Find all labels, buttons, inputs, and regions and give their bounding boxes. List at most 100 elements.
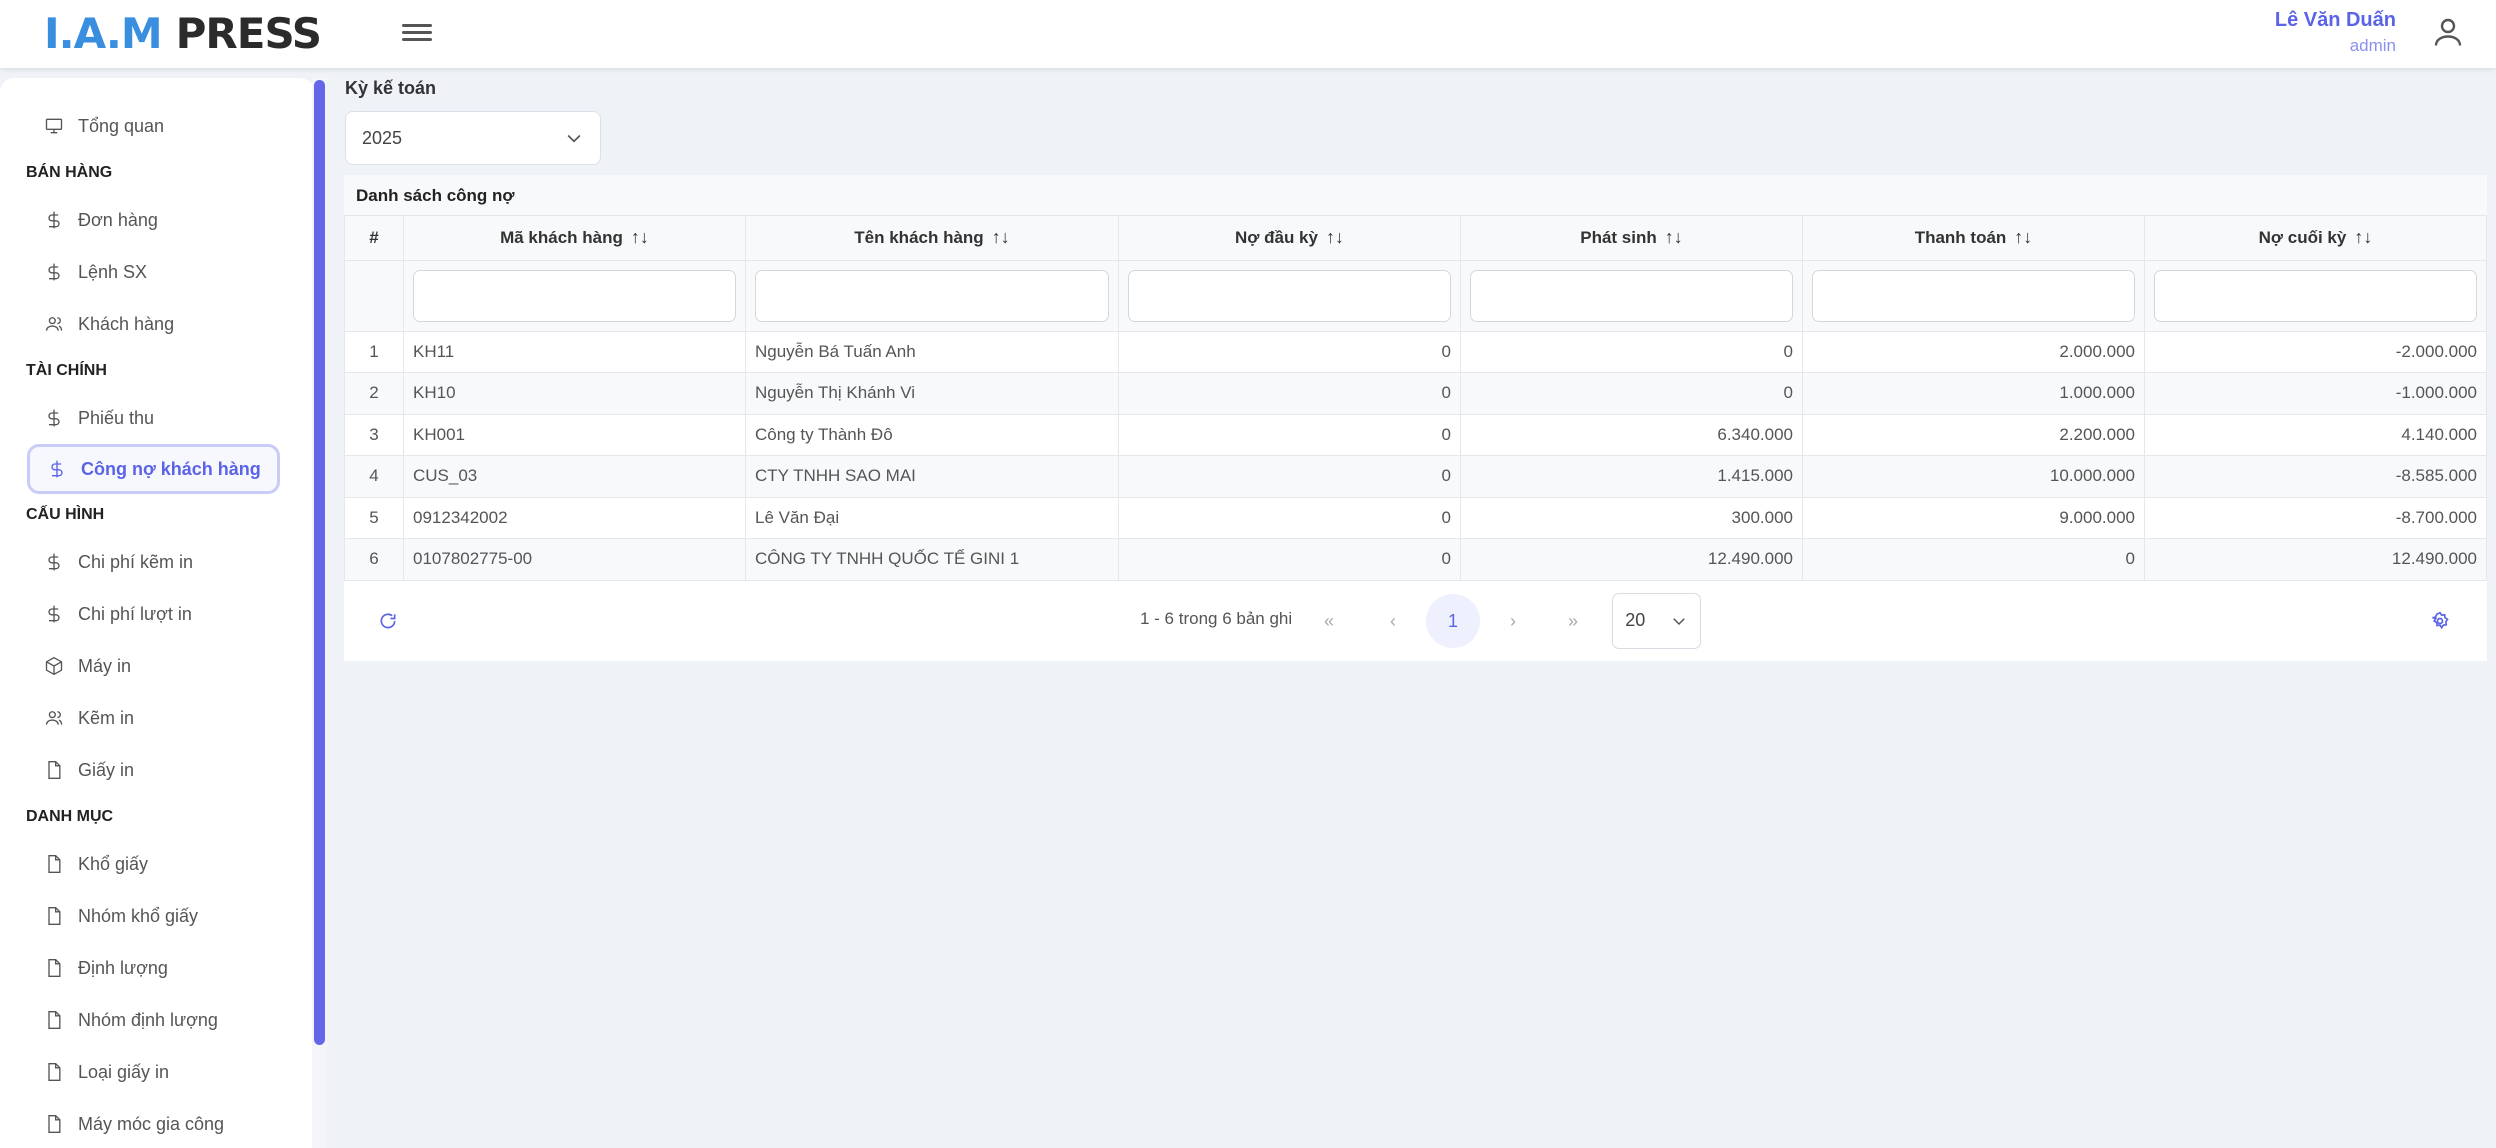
file-icon	[48, 1115, 61, 1133]
user-info[interactable]: Lê Văn Duấn admin	[2275, 6, 2396, 58]
table-cell: 12.490.000	[1460, 538, 1803, 581]
next-page-button[interactable]: ›	[1510, 610, 1516, 631]
user-role: admin	[2349, 36, 2396, 55]
sidebar-item[interactable]: Định lượng	[0, 942, 314, 994]
sidebar-item-label: Chi phí kẽm in	[78, 551, 194, 572]
debt-table-card: Danh sách công nợ # Mã khách hàng ↑↓ Tên kh…	[344, 175, 2487, 661]
table-row[interactable]: 1 KH11 Nguyễn Bá Tuấn Anh 0 0 2.000.000 -2.000…	[344, 330, 2487, 373]
logo[interactable]: I.A.M PRESS	[44, 9, 322, 58]
table-cell: Nguyễn Bá Tuấn Anh	[745, 330, 1119, 373]
table-cell: Lê Văn Đại	[745, 496, 1119, 539]
hamburger-menu-icon[interactable]	[402, 20, 432, 46]
column-header[interactable]: Thanh toán ↑↓	[1802, 216, 2145, 261]
column-header[interactable]: Phát sinh ↑↓	[1460, 216, 1803, 261]
sidebar-item-label: Máy in	[78, 655, 132, 676]
table-cell: 2.000.000	[1802, 330, 2145, 373]
sidebar-item[interactable]: Máy móc gia công	[0, 1098, 314, 1148]
sort-icon[interactable]: ↑↓	[2354, 227, 2373, 248]
sidebar-item[interactable]: Khách hàng	[0, 298, 314, 350]
sidebar-item[interactable]: Công nợ khách hàng	[27, 444, 280, 494]
table-row[interactable]: 3 KH001 Công ty Thành Đô 0 6.340.000 2.200.00…	[344, 413, 2487, 456]
table-row[interactable]: 6 0107802775-00 CÔNG TY TNHH QUỐC TẾ GINI …	[344, 538, 2487, 581]
sidebar-section-heading: DANH MỤC	[26, 808, 114, 825]
column-header[interactable]: Tên khách hàng ↑↓	[745, 216, 1119, 261]
sort-icon[interactable]: ↑↓	[1664, 227, 1683, 248]
sidebar-item-label: Chi phí lượt in	[78, 603, 192, 624]
sidebar-item[interactable]: Lệnh SX	[0, 246, 314, 298]
table-cell: -8.700.000	[2144, 496, 2487, 539]
page-1-button[interactable]: 1	[1426, 593, 1480, 648]
sidebar-item-label: Kẽm in	[78, 707, 135, 728]
table-cell: 6.340.000	[1460, 413, 1803, 456]
table-cell: 3	[344, 413, 404, 456]
table-cell: CTY TNHH SAO MAI	[745, 455, 1119, 498]
table-cell: 0	[1118, 455, 1461, 498]
refresh-icon[interactable]	[378, 611, 398, 631]
column-filter-input[interactable]	[1128, 269, 1451, 322]
sidebar-item[interactable]: Tổng quan	[0, 100, 314, 152]
column-filter-input[interactable]	[2154, 269, 2477, 322]
column-header: #	[344, 216, 404, 261]
table-cell: KH10	[403, 372, 746, 415]
sort-icon[interactable]: ↑↓	[630, 227, 649, 248]
last-page-button[interactable]: »	[1567, 610, 1578, 631]
sidebar-item[interactable]: Nhóm khổ giấy	[0, 890, 314, 942]
column-filter-input[interactable]	[755, 269, 1109, 322]
settings-gear-icon[interactable]	[2430, 611, 2450, 631]
period-select[interactable]: 2025	[345, 111, 601, 165]
file-icon	[48, 761, 61, 779]
table-cell: 9.000.000	[1802, 496, 2145, 539]
top-header: I.A.M PRESS Lê Văn Duấn admin	[0, 0, 2496, 68]
sidebar-item[interactable]: Phiếu thu	[0, 392, 314, 444]
sidebar-item[interactable]: Máy in	[0, 640, 314, 692]
column-filter-input[interactable]	[413, 269, 736, 322]
pagination-info: 1 - 6 trong 6 bản ghi	[1140, 608, 1293, 628]
sidebar-item[interactable]: Nhóm định lượng	[0, 994, 314, 1046]
table-cell: -1.000.000	[2144, 372, 2487, 415]
column-header[interactable]: Nợ đầu kỳ ↑↓	[1118, 216, 1461, 261]
table-cell: 0	[1802, 538, 2145, 581]
table-cell: 6	[344, 538, 404, 581]
sidebar-item[interactable]: Giấy in	[0, 744, 314, 796]
sidebar-item[interactable]: Chi phí kẽm in	[0, 536, 314, 588]
table-title: Danh sách công nợ	[344, 175, 2487, 216]
sort-icon[interactable]: ↑↓	[991, 227, 1010, 248]
file-icon	[48, 959, 61, 977]
file-icon	[48, 1063, 61, 1081]
sidebar-item-label: Loại giấy in	[78, 1061, 170, 1082]
table-row[interactable]: 4 CUS_03 CTY TNHH SAO MAI 0 1.415.000 10.000.…	[344, 455, 2487, 498]
sort-icon[interactable]: ↑↓	[2014, 227, 2033, 248]
column-filter-input[interactable]	[1812, 269, 2135, 322]
pagination: 1 - 6 trong 6 bản ghi « ‹ 1 › » 20	[344, 581, 2487, 661]
user-avatar-icon[interactable]	[2430, 14, 2466, 50]
sidebar-item[interactable]: Khổ giấy	[0, 838, 314, 890]
sidebar-item[interactable]: Đơn hàng	[0, 194, 314, 246]
sidebar-item[interactable]: Kẽm in	[0, 692, 314, 744]
table-cell: 1	[344, 330, 404, 373]
table-row[interactable]: 2 KH10 Nguyễn Thị Khánh Vi 0 0 1.000.000 -1.00…	[344, 372, 2487, 415]
page-size-select[interactable]: 20	[1612, 592, 1701, 649]
column-header[interactable]: Nợ cuối kỳ ↑↓	[2144, 216, 2487, 261]
table-row[interactable]: 5 0912342002 Lê Văn Đại 0 300.000 9.000.000 -8…	[344, 496, 2487, 539]
table-cell: 0107802775-00	[403, 538, 746, 581]
sort-icon[interactable]: ↑↓	[1325, 227, 1344, 248]
sidebar-item-label: Tổng quan	[78, 115, 165, 136]
sidebar-scrollbar[interactable]	[314, 80, 325, 1045]
column-header[interactable]: Mã khách hàng ↑↓	[403, 216, 746, 261]
first-page-button[interactable]: «	[1323, 610, 1334, 631]
table-cell: 0	[1460, 372, 1803, 415]
table-cell: 4.140.000	[2144, 413, 2487, 456]
column-filter-input[interactable]	[1470, 269, 1793, 322]
table-cell: 4	[344, 455, 404, 498]
sidebar-item[interactable]: Chi phí lượt in	[0, 588, 314, 640]
sidebar-item[interactable]: Loại giấy in	[0, 1046, 314, 1098]
users-icon	[45, 317, 63, 331]
dollar-icon	[48, 263, 60, 281]
sidebar-section-heading: BÁN HÀNG	[26, 164, 113, 181]
table-cell: 0	[1118, 496, 1461, 539]
monitor-icon	[45, 118, 63, 134]
table-cell: 0912342002	[403, 496, 746, 539]
prev-page-button[interactable]: ‹	[1390, 610, 1396, 631]
table-cell: CÔNG TY TNHH QUỐC TẾ GINI 1	[745, 538, 1119, 581]
sidebar-item-label: Khách hàng	[78, 313, 175, 334]
